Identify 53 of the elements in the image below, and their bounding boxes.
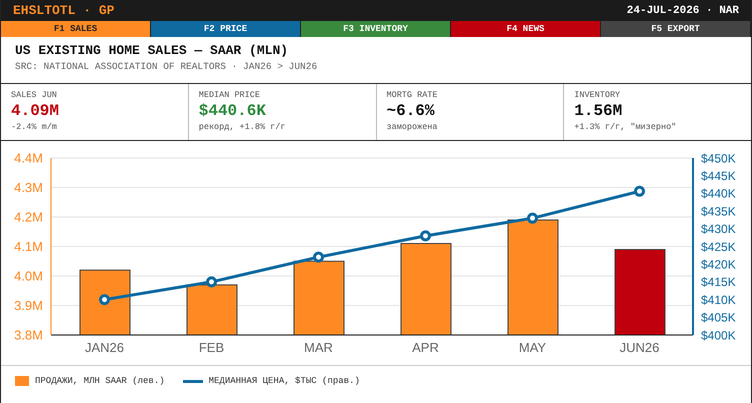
x-tick-label: FEB — [198, 340, 224, 356]
y-tick-label: 3.9M — [14, 298, 43, 314]
chart-subtitle: SRC: NATIONAL ASSOCIATION OF REALTORS · JAN26 > JUN26 — [15, 61, 318, 72]
point — [313, 252, 324, 263]
y-tick-label: 3.8M — [14, 328, 43, 343]
y2-tick-label: $430K — [701, 222, 736, 236]
y-tick-label: 4.3M — [14, 180, 43, 196]
text: INVENTORY — [574, 90, 622, 100]
x-tick-label: JUN26 — [620, 340, 660, 356]
y2-tick-label: $410K — [701, 292, 736, 307]
text: 1.56M — [574, 102, 624, 120]
y2-tick-label: $435K — [701, 204, 736, 218]
point — [99, 294, 110, 306]
y-tick-label: 4.0M — [14, 268, 43, 284]
text: +1.3% г/г, "мизерно" — [574, 122, 678, 132]
text: 24-JUL-2026 · NAR — [626, 4, 739, 16]
text: SALES JUN — [11, 90, 58, 100]
text: F4 NEWS — [451, 21, 601, 37]
text: MORTG RATE — [386, 90, 439, 100]
text: 4.09M — [11, 102, 60, 120]
text: $440.6K — [198, 102, 267, 120]
y-tick-label: 4.2M — [14, 210, 43, 225]
x-tick-label: MAY — [518, 340, 546, 356]
x-tick-label: APR — [412, 340, 439, 356]
x-tick-label: MAR — [304, 340, 333, 356]
y2-tick-label: $450K — [701, 151, 736, 166]
y2-tick-label: $425K — [701, 240, 736, 254]
y2-tick-label: $440K — [701, 186, 736, 201]
point — [527, 212, 538, 224]
point — [634, 186, 645, 197]
point — [420, 230, 431, 242]
text: F3 INVENTORY — [301, 21, 451, 37]
y-tick-label: 4.4M — [14, 150, 43, 166]
y2-tick-label: $420K — [701, 257, 736, 272]
y2-tick-label: $405K — [701, 310, 736, 325]
x-tick-label: JAN26 — [84, 340, 124, 356]
y2-tick-label: $415K — [701, 275, 736, 290]
text: -2.4% m/m — [11, 122, 58, 132]
text: F2 PRICE — [151, 21, 301, 37]
legend-label: ПРОДАЖИ, МЛН SAAR (лев.) — [35, 376, 165, 386]
y2-tick-label: $445K — [701, 168, 736, 183]
y-tick-label: 4.1M — [14, 239, 43, 254]
text: F5 EXPORT — [601, 21, 751, 37]
text: EHSLTOTL · GP — [13, 3, 114, 18]
text: заморожена — [386, 122, 439, 132]
text: ~6.6% — [386, 102, 436, 120]
point — [206, 276, 217, 288]
text: MEDIAN PRICE — [198, 90, 261, 100]
chart-title: US EXISTING HOME SALES — SAAR (MLN) — [15, 43, 290, 58]
text: F1 SALES — [1, 21, 151, 37]
y2-tick-label: $400K — [701, 328, 736, 342]
legend-label: МЕДИАННАЯ ЦЕНА, $ТЫС (прав.) — [208, 376, 360, 386]
text: рекорд, +1.8% г/г — [198, 122, 286, 132]
